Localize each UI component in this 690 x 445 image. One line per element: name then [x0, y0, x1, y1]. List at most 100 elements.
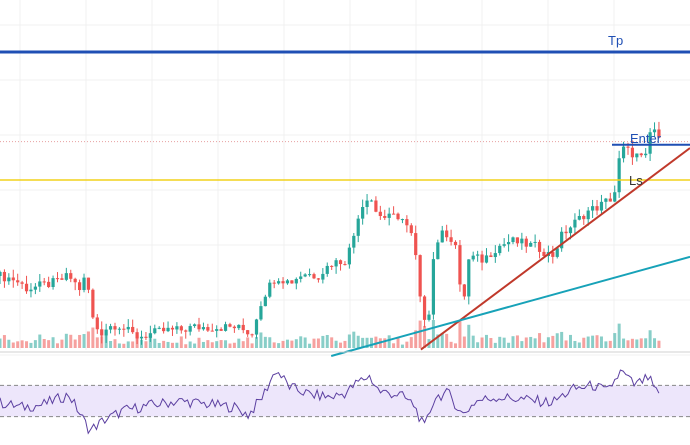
candle-body [577, 215, 581, 220]
volume-bar [285, 339, 289, 348]
candle-body [188, 326, 192, 332]
candle-body [29, 289, 33, 292]
volume-bar [64, 333, 68, 348]
volume-bar [339, 342, 343, 348]
volume-bar [480, 337, 484, 348]
volume-bar [630, 338, 634, 348]
candle-body [277, 281, 281, 284]
rsi-line [0, 369, 660, 435]
candle-body [555, 248, 559, 257]
candle-body [361, 207, 365, 219]
volume-bar [498, 336, 502, 348]
candle-body [387, 213, 391, 218]
candle-body [604, 198, 608, 202]
candle-body [166, 327, 170, 332]
volume-bar [591, 335, 595, 348]
candle-body [148, 333, 152, 338]
volume-bar [352, 331, 356, 348]
candle-body [299, 276, 303, 279]
volume-bar [462, 336, 466, 348]
candle-body [644, 153, 648, 156]
candle-body [69, 273, 73, 279]
candle-body [608, 198, 612, 202]
candle-body [316, 278, 321, 280]
volume-bar [47, 340, 51, 348]
volume-bar [657, 340, 661, 348]
candle-body [215, 329, 219, 331]
volume-bar [405, 341, 409, 348]
volume-bar [608, 340, 612, 348]
candle-body [2, 271, 7, 282]
volume-bar [626, 340, 630, 348]
volume-bar [507, 342, 511, 348]
volume-bar [166, 341, 170, 348]
candle-body [263, 296, 267, 307]
candle-body [560, 231, 564, 249]
candle-body [184, 330, 188, 332]
volume-bar [423, 325, 427, 348]
candle-body [24, 283, 29, 292]
volume-bar [546, 337, 550, 348]
volume-bar [396, 337, 400, 348]
candle-body [20, 282, 24, 284]
candle-body [334, 260, 338, 267]
volume-bar [374, 336, 378, 348]
volume-bar [259, 332, 263, 348]
volume-bar [25, 341, 29, 348]
teal-trendline [330, 255, 690, 357]
volume-bar [347, 334, 351, 348]
volume-bar [2, 335, 6, 348]
volume-bar [542, 342, 546, 348]
candle-body [436, 242, 440, 260]
enter-label: Enter [630, 131, 662, 146]
candle-body [38, 281, 42, 287]
volume-bar [622, 338, 626, 348]
volume-bar [109, 341, 113, 348]
candle-body [122, 328, 126, 330]
candle-body [250, 334, 254, 336]
volume-bar [91, 327, 95, 348]
volume-bar [294, 339, 298, 348]
volume-bar [458, 320, 462, 348]
volume-bar [277, 343, 281, 348]
candle-body [551, 252, 555, 257]
candle-body [73, 278, 77, 283]
volume-bar [325, 334, 329, 348]
volume-bar [210, 342, 214, 348]
volume-bar [162, 340, 166, 348]
volume-bar [206, 340, 210, 348]
candle-body [281, 281, 285, 284]
volume-bar [321, 335, 325, 348]
volume-bar [365, 337, 369, 348]
volume-bar [613, 333, 617, 348]
volume-bar [82, 334, 86, 348]
candle-body [294, 278, 298, 284]
candle-body [414, 233, 418, 256]
volume-bar [515, 335, 519, 348]
volume-bar [489, 338, 493, 348]
volume-bar [356, 335, 360, 348]
candle-body [400, 219, 405, 221]
volume-bar [564, 340, 568, 348]
volume-bar [511, 336, 515, 348]
candle-body [418, 255, 422, 297]
volume-bar [454, 343, 458, 348]
volume-bar [246, 337, 250, 348]
volume-bar [312, 338, 316, 348]
volume-bar [551, 335, 555, 348]
candle-body [197, 324, 201, 330]
candle-body [365, 200, 369, 208]
candle-body [652, 129, 657, 133]
candle-body [537, 241, 542, 252]
candle-body [383, 216, 387, 218]
volume-bar [644, 338, 648, 348]
candle-body [175, 326, 179, 330]
volume-bar [69, 334, 73, 348]
candle-body [325, 265, 329, 274]
volume-bar [440, 332, 444, 348]
candle-body [219, 329, 223, 331]
volume-bar [524, 337, 528, 348]
volume-bar [60, 339, 64, 348]
candle-body [374, 200, 378, 212]
